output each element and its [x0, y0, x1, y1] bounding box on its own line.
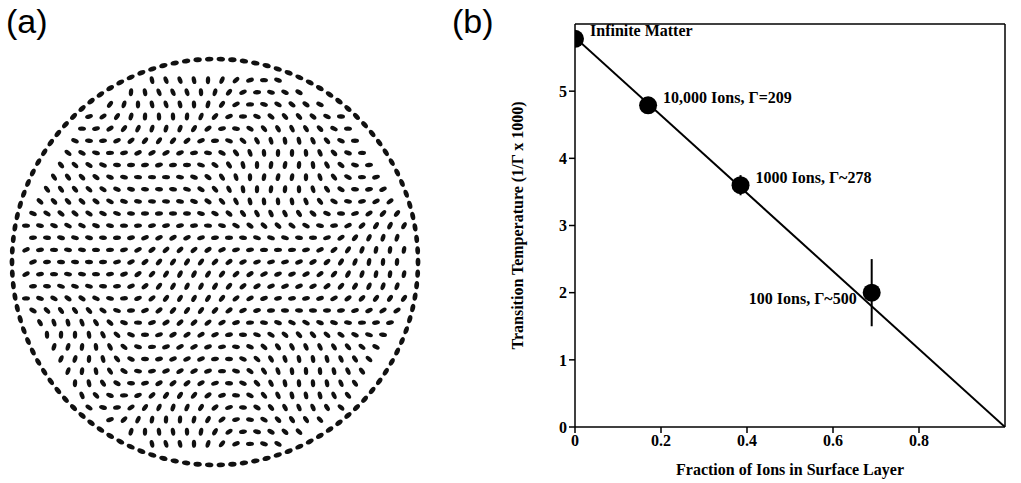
- svg-text:4: 4: [559, 150, 567, 167]
- svg-text:0.6: 0.6: [823, 432, 843, 449]
- svg-text:Infinite Matter: Infinite Matter: [590, 22, 693, 39]
- svg-text:100 Ions, Γ~500: 100 Ions, Γ~500: [749, 290, 857, 307]
- svg-text:1: 1: [559, 352, 567, 369]
- svg-text:0: 0: [559, 419, 567, 436]
- svg-text:Transition Temperature (1/Γ x: Transition Temperature (1/Γ x 1000): [509, 101, 527, 349]
- svg-text:5: 5: [559, 83, 567, 100]
- html-text:(a): (a): [6, 2, 48, 40]
- svg-text:3: 3: [559, 217, 567, 234]
- svg-text:0.4: 0.4: [737, 432, 757, 449]
- svg-text:0: 0: [571, 432, 579, 449]
- svg-text:0.8: 0.8: [909, 432, 929, 449]
- svg-text:Fraction of Ions in Surface La: Fraction of Ions in Surface Layer: [676, 461, 904, 479]
- svg-text:10,000 Ions, Γ=209: 10,000 Ions, Γ=209: [663, 89, 792, 106]
- svg-text:0.2: 0.2: [651, 432, 671, 449]
- html-text:(b): (b): [452, 2, 494, 40]
- svg-text:2: 2: [559, 284, 567, 301]
- svg-text:1000 Ions, Γ~278: 1000 Ions, Γ~278: [756, 169, 872, 186]
